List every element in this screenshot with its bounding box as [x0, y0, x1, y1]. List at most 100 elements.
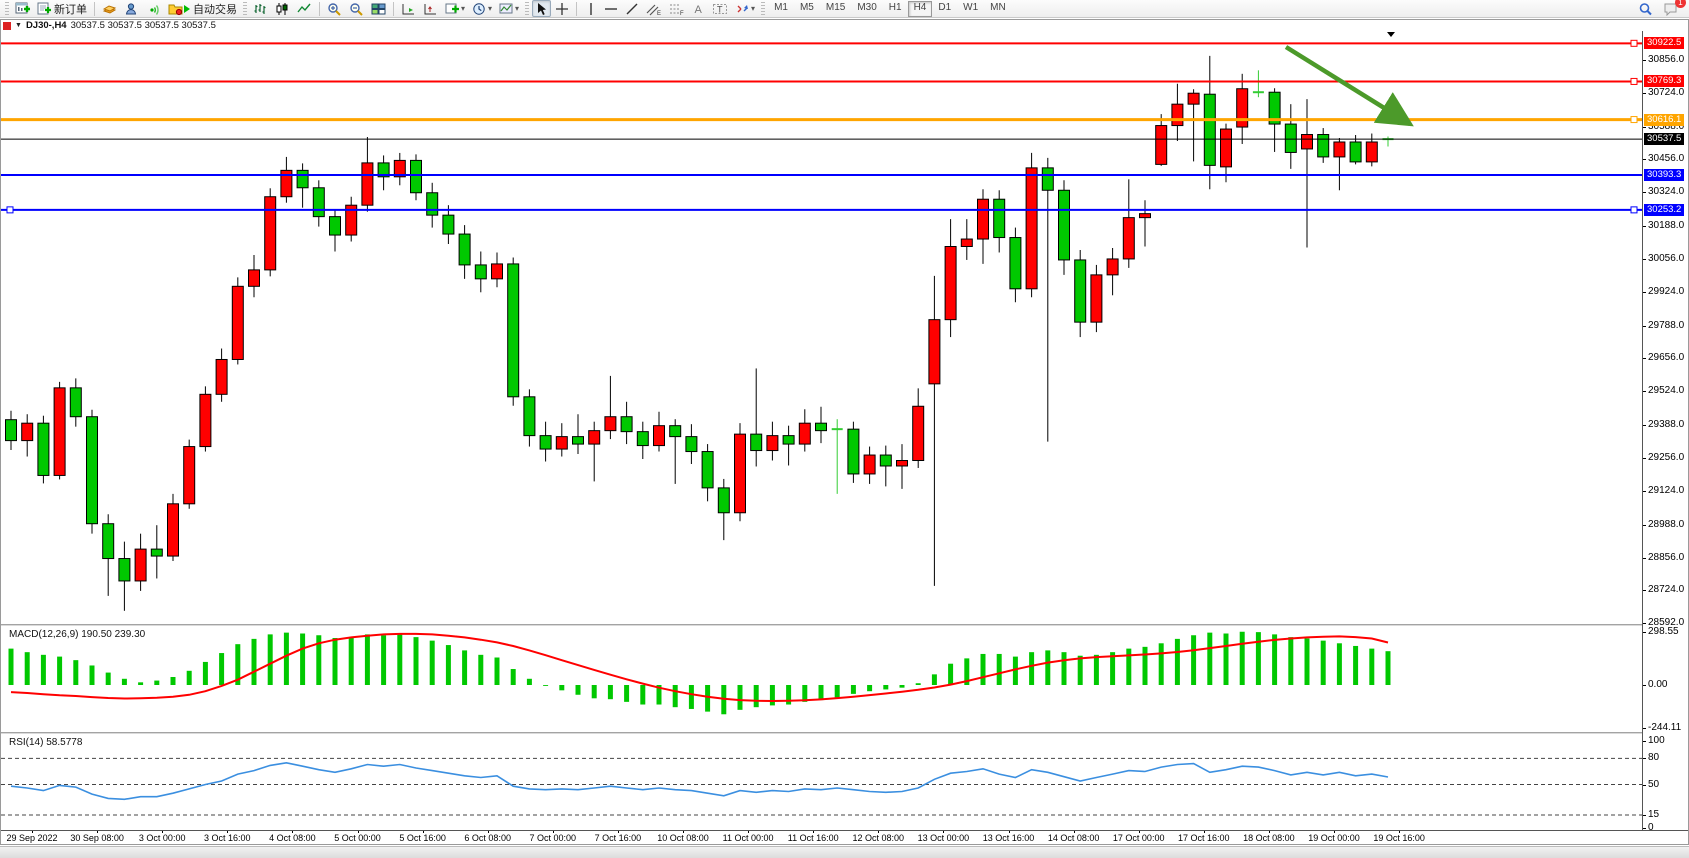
timeframe-D1[interactable]: D1	[938, 1, 952, 13]
arrows-button[interactable]: ▾	[732, 0, 758, 17]
price-tick-label: 15	[1642, 808, 1660, 820]
rsi-chart[interactable]	[1, 734, 1642, 830]
chart-shift-button[interactable]	[420, 0, 441, 17]
text-label-button[interactable]: T	[709, 0, 731, 17]
new-order-button[interactable]: 新订单	[34, 0, 90, 17]
candlestick-chart[interactable]	[1, 31, 1642, 624]
time-axis[interactable]: 29 Sep 2022 30 Sep 08:00 3 Oct 00:00 3 Oct …	[1, 830, 1688, 844]
crosshair-button[interactable]	[552, 0, 572, 17]
svg-text:F: F	[680, 11, 684, 16]
templates-button[interactable]: ▾	[496, 0, 522, 17]
bar-chart-icon	[253, 2, 268, 16]
time-tick	[357, 831, 359, 833]
timeframe-M15[interactable]: M15	[825, 1, 846, 13]
pane-separator[interactable]	[1, 624, 1688, 626]
chart-window-icon	[3, 21, 11, 30]
signals-button[interactable]	[143, 0, 164, 17]
community-button[interactable]	[121, 0, 142, 17]
time-tick	[32, 831, 33, 833]
toolbar-separator	[393, 1, 394, 16]
time-tick-label: 17 Oct 00:00	[1112, 833, 1165, 843]
search-button[interactable]	[1635, 0, 1656, 17]
toolbar-grip[interactable]	[761, 1, 766, 16]
time-tick	[617, 831, 619, 833]
price-tick-label: 29656.0	[1642, 352, 1685, 364]
zoom-out-icon	[349, 2, 364, 16]
timeframe-H1[interactable]: H1	[888, 1, 902, 13]
market-watch-button[interactable]	[99, 0, 120, 17]
candlestick-mode-button[interactable]	[272, 0, 293, 17]
price-level-badge: 30393.3	[1644, 169, 1685, 181]
chart-menu-caret[interactable]: ▼	[15, 22, 22, 29]
time-tick	[552, 831, 554, 833]
time-tick	[1334, 831, 1335, 833]
price-tick-label: 100	[1643, 735, 1665, 746]
periods-button[interactable]: ▾	[469, 0, 495, 17]
auto-scroll-button[interactable]	[398, 0, 419, 17]
dropdown-caret: ▾	[515, 4, 520, 13]
macd-chart[interactable]	[1, 626, 1642, 732]
time-tick	[1203, 831, 1205, 833]
new-order-label: 新订单	[54, 3, 87, 16]
new-chart-button[interactable]	[12, 0, 33, 17]
notifications-button[interactable]: 1	[1660, 0, 1686, 17]
zoom-out-button[interactable]	[346, 0, 367, 17]
timeframe-M5[interactable]: M5	[799, 1, 814, 13]
zoom-in-icon	[327, 2, 342, 16]
price-level-badge: 30769.3	[1644, 75, 1685, 88]
time-tick-label: 13 Oct 16:00	[982, 833, 1035, 843]
time-tick-label: 30 Sep 08:00	[70, 833, 124, 843]
bar-chart-mode-button[interactable]	[250, 0, 271, 17]
cursor-icon	[535, 2, 548, 16]
pane-separator[interactable]	[1, 732, 1688, 734]
timeframe-H4[interactable]: H4	[907, 0, 933, 17]
toolbar-grip[interactable]	[5, 1, 9, 16]
price-level-badge: 30537.5	[1644, 133, 1685, 146]
time-tick	[97, 831, 99, 833]
text-button[interactable]: A	[689, 0, 708, 17]
time-tick-label: 17 Oct 16:00	[1178, 833, 1230, 843]
main-toolbar: 新订单 自动交易 ▾	[0, 0, 1689, 18]
add-indicator-icon	[445, 2, 460, 16]
tile-windows-button[interactable]	[368, 0, 389, 17]
time-tick	[227, 831, 229, 833]
time-tick	[1399, 831, 1401, 833]
person-icon	[124, 2, 139, 16]
price-axis[interactable]: 30856.0 30724.0 30588.0 30456.0 30324.0 30188…	[1642, 31, 1688, 833]
toolbar-separator	[94, 1, 95, 16]
trendline-button[interactable]	[622, 0, 642, 17]
add-indicator-button[interactable]: ▾	[442, 0, 468, 17]
horizontal-line-button[interactable]	[601, 0, 621, 17]
autotrading-icon	[168, 2, 183, 16]
time-tick-label: 14 Oct 08:00	[1047, 833, 1100, 843]
line-chart-mode-button[interactable]	[294, 0, 315, 17]
toolbar-grip[interactable]	[243, 1, 247, 16]
time-tick	[162, 831, 164, 833]
equidistant-channel-button[interactable]: E	[643, 0, 665, 17]
vertical-line-button[interactable]	[581, 0, 600, 17]
dropdown-caret: ▾	[461, 4, 466, 13]
timeframe-M30[interactable]: M30	[857, 1, 877, 13]
toolbar-grip[interactable]	[525, 1, 530, 16]
text-label-icon: T	[712, 2, 728, 16]
price-tick-label: 50	[1642, 778, 1660, 790]
svg-text:T: T	[717, 4, 723, 14]
window-bottom-strip	[0, 846, 1689, 858]
vertical-line-icon	[585, 2, 597, 16]
line-chart-icon	[297, 2, 312, 16]
autotrading-button[interactable]: 自动交易	[165, 0, 240, 17]
timeframe-M1[interactable]: M1	[774, 1, 788, 13]
chart-window: ▼ DJ30-,H4 30537.5 30537.5 30537.5 30537…	[0, 19, 1689, 845]
time-tick-label: 5 Oct 00:00	[334, 833, 381, 843]
crosshair-icon	[555, 2, 569, 16]
fibonacci-button[interactable]: F	[666, 0, 688, 17]
new-chart-icon	[15, 2, 30, 16]
cursor-button[interactable]	[532, 0, 552, 17]
timeframe-W1[interactable]: W1	[963, 1, 979, 13]
time-tick	[878, 831, 880, 833]
zoom-in-button[interactable]	[324, 0, 345, 17]
channel-icon: E	[646, 2, 662, 16]
timeframe-MN[interactable]: MN	[990, 1, 1006, 13]
chart-body: MACD(12,26,9) 190.50 239.30 RSI(14) 58.5…	[1, 31, 1688, 844]
notification-badge: 1	[1675, 0, 1686, 8]
